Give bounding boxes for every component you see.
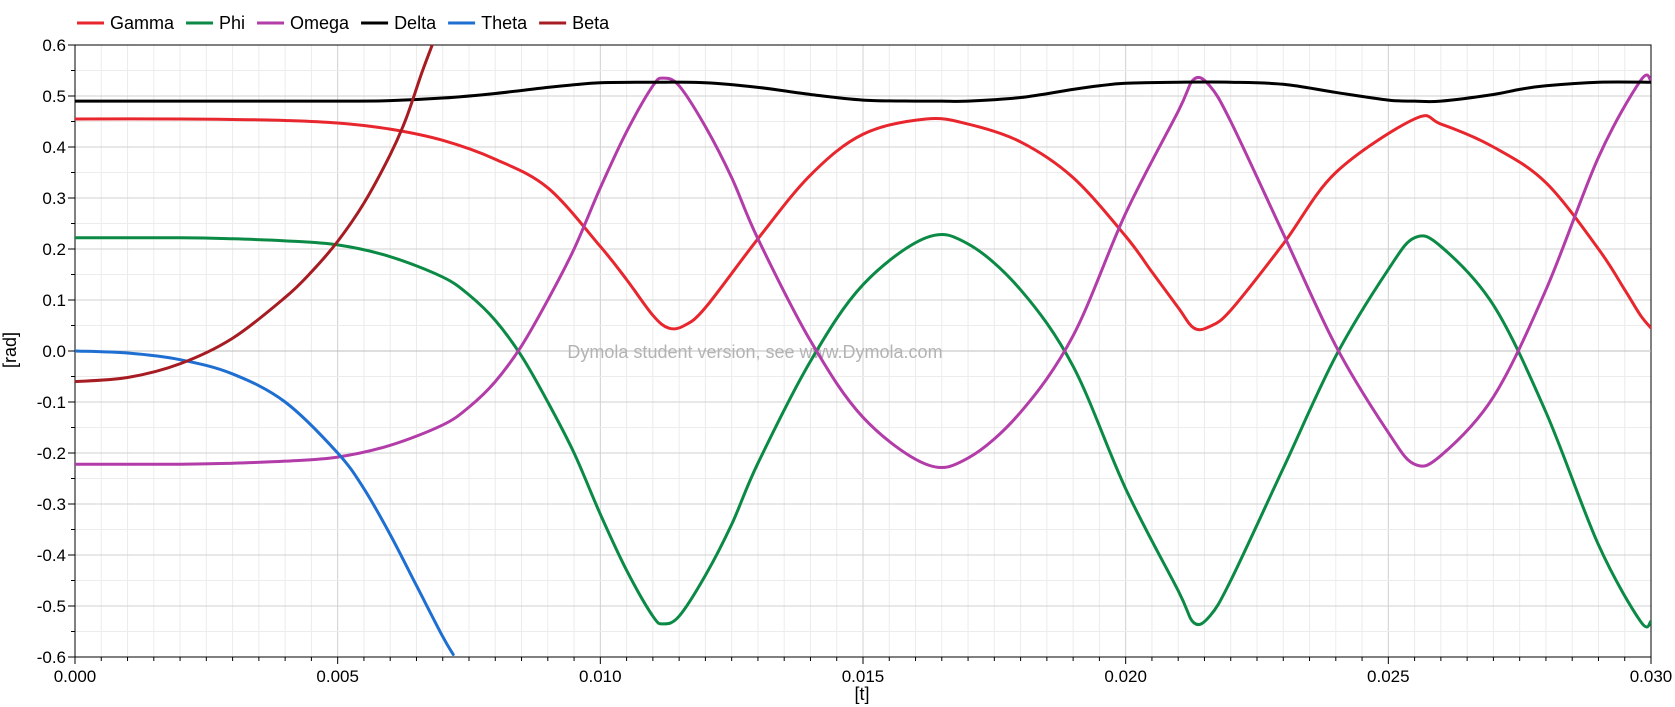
y-tick-label: -0.1 [37,393,66,412]
y-tick-label: -0.3 [37,495,66,514]
legend: Gamma Phi Omega Delta Theta Beta [77,13,610,33]
y-tick-label: 0.0 [42,342,66,361]
y-tick-label: -0.4 [37,546,66,565]
watermark-text: Dymola student version, see www.Dymola.c… [567,342,942,362]
legend-label-delta: Delta [394,13,437,33]
y-tick-label: -0.2 [37,444,66,463]
series-line-delta [75,80,1651,104]
legend-label-omega: Omega [290,13,350,33]
y-tick-label: 0.1 [42,291,66,310]
x-tick-label: 0.020 [1104,667,1147,686]
series-line-gamma [75,114,1651,332]
series-line-omega [75,73,1651,470]
legend-label-theta: Theta [481,13,528,33]
y-tick-label: -0.5 [37,597,66,616]
x-tick-label: 0.015 [842,667,885,686]
x-tick-label: 0.030 [1630,667,1673,686]
y-tick-label: 0.5 [42,87,66,106]
tick-labels: 0.6 0.5 0.4 0.3 0.2 0.1 0.0 -0.1 -0.2 -0.3 -0.4 -0.… [37,36,1673,686]
y-axis-title: [rad] [0,332,20,368]
x-tick-label: 0.010 [579,667,622,686]
x-tick-label: 0.000 [54,667,97,686]
series-group [75,45,1651,656]
legend-label-beta: Beta [572,13,610,33]
legend-label-phi: Phi [219,13,245,33]
series-line-phi [75,232,1651,629]
x-axis-title: [t] [854,684,869,704]
y-tick-label: 0.6 [42,36,66,55]
x-tick-label: 0.025 [1367,667,1410,686]
y-tick-label: 0.4 [42,138,66,157]
x-tick-label: 0.005 [316,667,359,686]
legend-label-gamma: Gamma [110,13,175,33]
series-line-beta [75,45,434,384]
y-tick-label: -0.6 [37,648,66,667]
y-tick-label: 0.3 [42,189,66,208]
y-tick-label: 0.2 [42,240,66,259]
series-line-theta [75,349,455,656]
